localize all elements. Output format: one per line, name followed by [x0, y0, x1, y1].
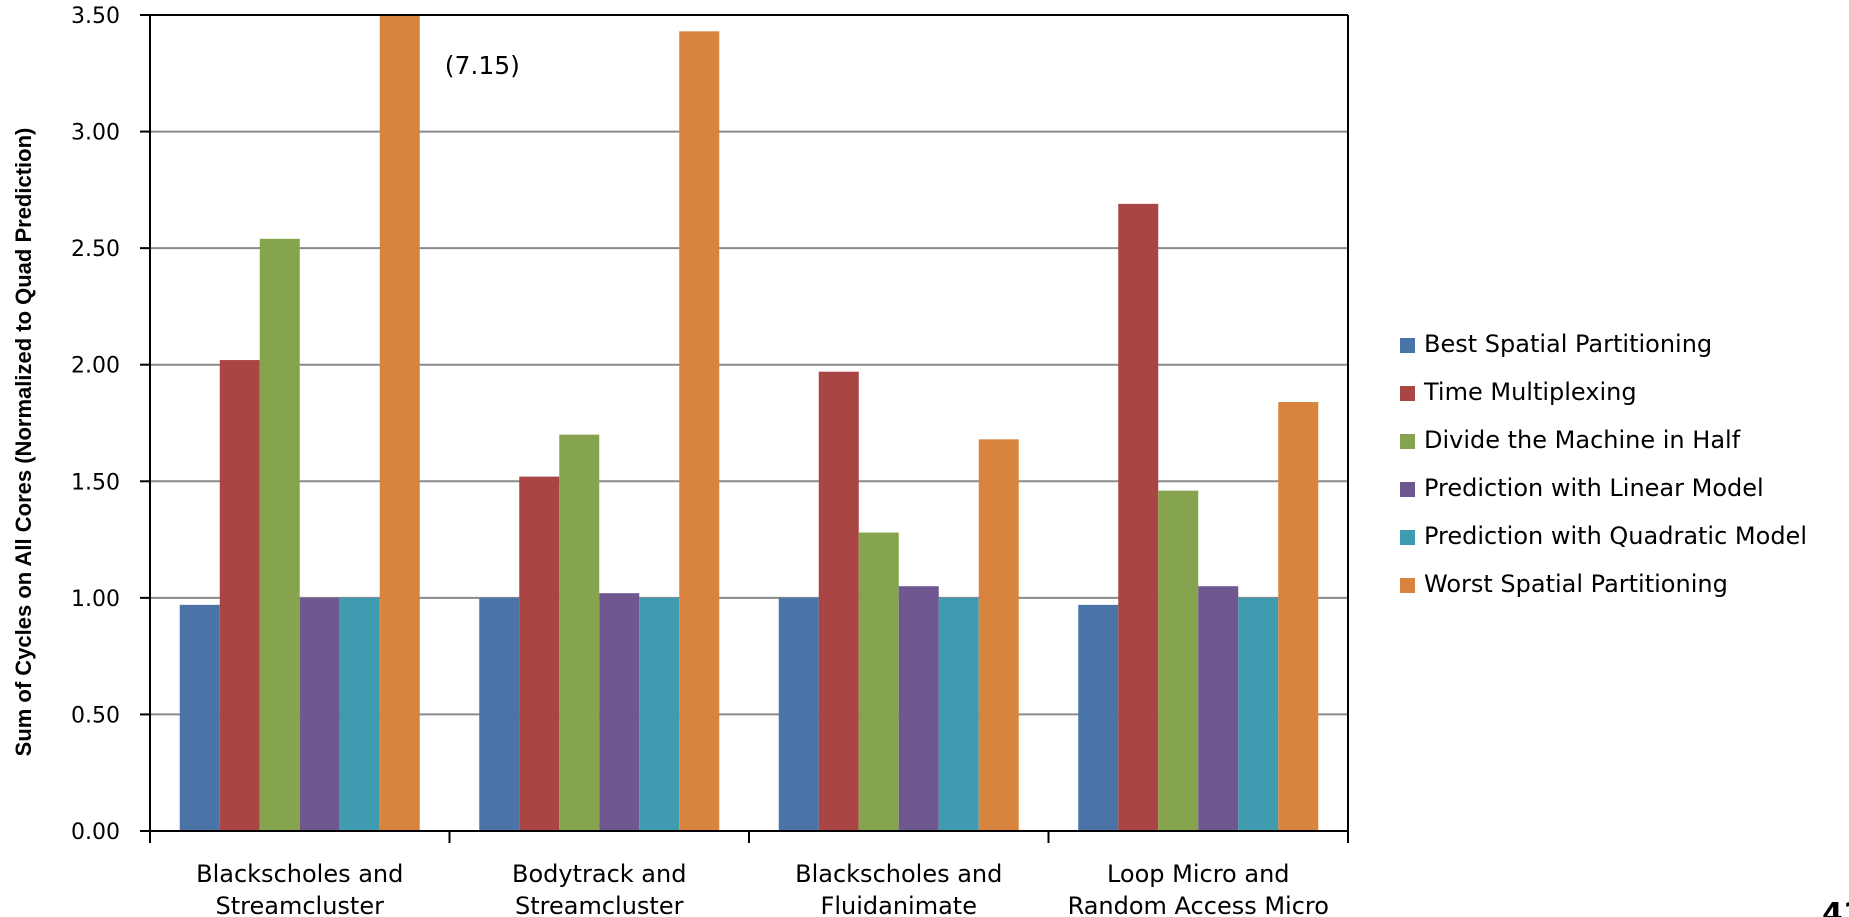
legend-label: Worst Spatial Partitioning: [1424, 570, 1728, 598]
bar: [1198, 586, 1239, 831]
bar: [898, 586, 939, 831]
y-tick-label: 1.50: [71, 470, 120, 495]
x-category-label: Streamcluster: [216, 892, 385, 917]
legend-swatch: [1400, 434, 1415, 449]
legend-label: Time Multiplexing: [1423, 378, 1637, 406]
x-category-label: Blackscholes and: [795, 860, 1002, 888]
y-tick-label: 2.00: [71, 354, 120, 379]
bar: [479, 597, 520, 831]
legend-label: Best Spatial Partitioning: [1424, 330, 1712, 358]
bar: [858, 532, 899, 831]
legend-swatch: [1400, 386, 1415, 401]
bar: [1278, 402, 1319, 831]
annotations: (7.15): [445, 51, 520, 80]
bar: [1158, 490, 1199, 831]
x-category-label: Fluidanimate: [821, 892, 977, 917]
y-tick-label: 3.00: [71, 121, 120, 146]
bar: [978, 439, 1019, 831]
y-tick-label: 0.00: [71, 820, 120, 845]
bar: [179, 604, 220, 831]
bar: [599, 593, 640, 831]
bar: [639, 597, 680, 831]
bar: [1078, 604, 1119, 831]
bar: [219, 360, 260, 831]
legend: Best Spatial Partitioning Time Multiplexi…: [1400, 330, 1807, 598]
bar: [299, 597, 340, 831]
x-category-label: Streamcluster: [515, 892, 684, 917]
bar: [519, 476, 560, 831]
page-number: 41: [1822, 897, 1849, 917]
y-axis-label: Sum of Cycles on All Cores (Normalized t…: [11, 128, 36, 757]
x-category-label: Loop Micro and: [1107, 860, 1290, 888]
bar: [559, 434, 600, 831]
bar: [259, 238, 300, 831]
bar-value-annotation: (7.15): [445, 51, 520, 80]
y-tick-labels: 0.00 0.50 1.00 1.50 2.00 2.50 3.00 3.50: [71, 4, 120, 845]
bar: [938, 597, 979, 831]
x-category-label: Blackscholes and: [196, 860, 403, 888]
bar: [339, 597, 380, 831]
bar: [379, 15, 420, 831]
legend-swatch: [1400, 578, 1415, 593]
y-tick-label: 1.00: [71, 587, 120, 612]
bar: [1238, 597, 1279, 831]
axes: [140, 14, 1349, 843]
bar: [679, 31, 720, 831]
y-tick-label: 2.50: [71, 237, 120, 262]
y-tick-label: 0.50: [71, 703, 120, 728]
legend-swatch: [1400, 338, 1415, 353]
x-category-label: Bodytrack and: [512, 860, 686, 888]
y-tick-label: 3.50: [71, 4, 120, 29]
bar: [778, 597, 819, 831]
bar: [818, 371, 859, 831]
legend-label: Divide the Machine in Half: [1424, 426, 1741, 454]
legend-swatch: [1400, 530, 1415, 545]
legend-swatch: [1400, 482, 1415, 497]
bar: [1118, 203, 1159, 832]
x-category-labels: Blackscholes and Streamcluster Bodytrack a…: [196, 860, 1329, 917]
bars: [179, 15, 1319, 832]
x-category-label: Random Access Micro: [1068, 892, 1329, 917]
legend-label: Prediction with Quadratic Model: [1424, 522, 1807, 550]
legend-label: Prediction with Linear Model: [1424, 474, 1764, 502]
